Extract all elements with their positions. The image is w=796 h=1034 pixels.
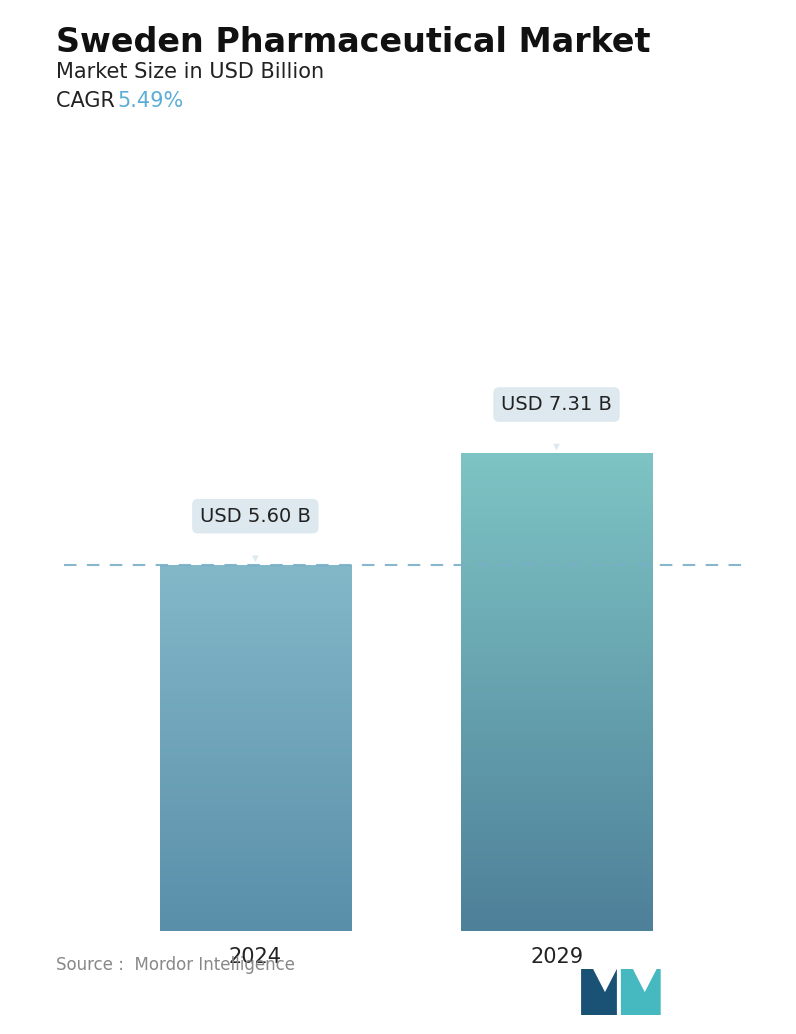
Text: USD 5.60 B: USD 5.60 B: [200, 507, 310, 562]
Text: CAGR: CAGR: [56, 91, 128, 111]
Text: Market Size in USD Billion: Market Size in USD Billion: [56, 62, 324, 82]
Text: 5.49%: 5.49%: [118, 91, 184, 111]
Polygon shape: [621, 969, 661, 1015]
Text: USD 7.31 B: USD 7.31 B: [501, 395, 612, 451]
Text: Sweden Pharmaceutical Market: Sweden Pharmaceutical Market: [56, 26, 650, 59]
Polygon shape: [581, 969, 617, 1015]
Text: Source :  Mordor Intelligence: Source : Mordor Intelligence: [56, 956, 295, 974]
